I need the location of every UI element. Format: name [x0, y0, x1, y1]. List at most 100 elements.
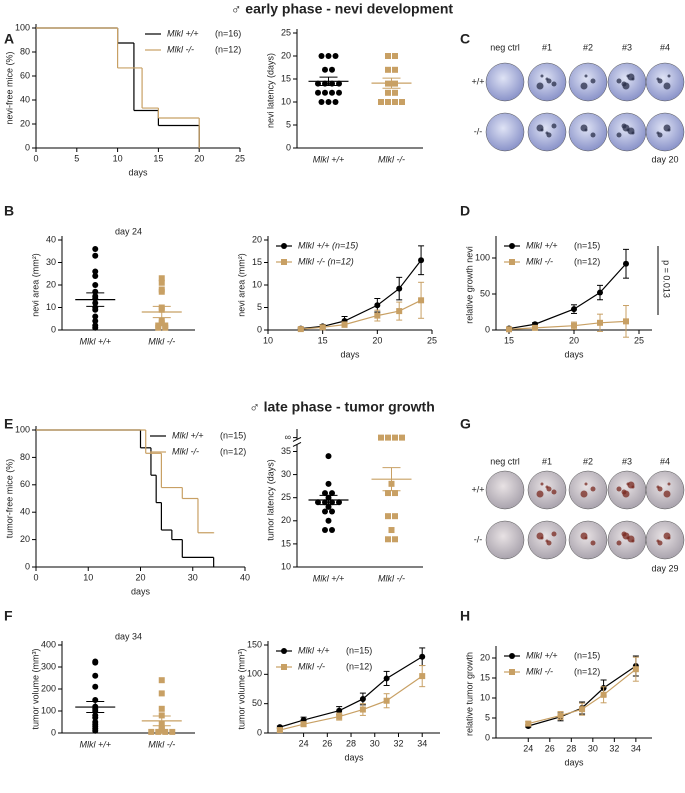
x-tick-label: 15: [318, 335, 328, 345]
photo-spot: [667, 74, 671, 78]
legend-n: (n=15): [574, 240, 600, 250]
y-tick-label: 400: [41, 639, 56, 649]
marker: [92, 268, 99, 275]
legend-label: Mlkl +/+: [172, 430, 204, 440]
y-axis-label: nevi area (mm²): [30, 253, 40, 317]
marker: [385, 99, 391, 105]
marker: [385, 53, 391, 59]
legend-label: Mlkl +/+: [298, 645, 330, 655]
legend-n: (n=12): [220, 446, 246, 456]
y-tick-label: ∞: [285, 432, 291, 442]
section-heading: ♂ late phase - tumor growth: [249, 399, 435, 415]
y-tick-label: 300: [41, 661, 56, 671]
y-tick-label: 50: [252, 698, 262, 708]
marker: [623, 318, 629, 325]
marker: [318, 99, 325, 105]
legend-n: (n=15): [574, 650, 600, 660]
marker: [92, 282, 99, 288]
panel-letter: B: [4, 203, 14, 219]
marker: [322, 508, 328, 515]
y-axis-label: nevi latency (days): [265, 53, 275, 128]
marker: [329, 490, 335, 497]
marker: [315, 499, 321, 506]
y-tick-label: 15: [281, 538, 291, 548]
photo-spot: [616, 78, 622, 84]
photo: [485, 112, 525, 152]
y-tick-label: 0: [485, 732, 490, 742]
photo-spot: [656, 485, 660, 489]
marker: [325, 99, 332, 105]
photo-spot: [621, 123, 627, 129]
photo-spot: [656, 539, 660, 543]
y-tick-label: 20: [281, 50, 291, 60]
panel-letter: D: [460, 203, 470, 219]
marker: [509, 243, 515, 249]
y-axis-label: tumor latency (days): [265, 459, 275, 541]
photo: [645, 470, 685, 510]
y-tick-label: 35: [281, 446, 291, 456]
panel-letter: A: [4, 31, 14, 47]
y-axis-label: relative tumor growth: [464, 652, 474, 736]
photo-column-label: #1: [542, 456, 552, 466]
photo-spot: [621, 489, 627, 495]
section-heading: ♂ early phase - nevi development: [231, 1, 453, 17]
marker: [281, 648, 287, 654]
photo-spot: [663, 532, 671, 540]
marker: [383, 675, 390, 682]
y-tick-label: 10: [46, 302, 56, 312]
marker: [319, 324, 326, 331]
photo-spot: [536, 82, 544, 90]
marker: [281, 664, 287, 670]
x-tick-label: 5: [74, 153, 79, 163]
marker: [388, 527, 395, 534]
y-tick-label: 0: [257, 727, 262, 737]
marker: [329, 89, 335, 96]
y-tick-label: 0: [25, 142, 30, 152]
photo-spot: [627, 73, 635, 81]
marker: [378, 434, 384, 441]
marker: [92, 659, 99, 666]
y-tick-label: 20: [46, 279, 56, 289]
marker: [281, 243, 287, 249]
marker: [418, 297, 425, 304]
y-tick-label: 150: [247, 639, 262, 649]
marker: [392, 99, 398, 105]
photo-spot: [540, 482, 544, 486]
photo-spot: [551, 489, 557, 495]
marker: [392, 53, 398, 59]
photo-spot: [616, 540, 622, 546]
marker: [318, 53, 325, 59]
marker: [158, 727, 165, 734]
legend-label: Mlkl -/-: [298, 661, 325, 671]
x-tick-label: 30: [188, 572, 198, 582]
marker: [392, 513, 398, 520]
panel-letter: F: [4, 608, 13, 624]
x-tick-label: 15: [504, 335, 514, 345]
y-axis-label: nevi-free mice (%): [4, 51, 14, 124]
series-line: [300, 299, 422, 330]
axis-break-mark: [292, 442, 302, 447]
chart-title: day 24: [115, 226, 142, 236]
series-line: [508, 263, 627, 330]
x-tick-label: 40: [240, 572, 250, 582]
y-tick-label: 25: [281, 27, 291, 37]
photo-column-label: #4: [660, 456, 670, 466]
marker: [325, 503, 332, 510]
marker: [509, 669, 515, 675]
marker: [336, 707, 343, 714]
photo-spot: [545, 485, 549, 489]
y-tick-label: 10: [252, 279, 262, 289]
x-tick-label: 25: [427, 335, 437, 345]
marker: [632, 666, 639, 673]
y-tick-label: 10: [281, 96, 291, 106]
marker: [158, 677, 165, 684]
marker: [158, 275, 165, 282]
y-tick-label: 20: [281, 515, 291, 525]
photo-spot: [536, 490, 544, 498]
photo-spot: [545, 131, 549, 135]
photo-spot: [656, 131, 660, 135]
series-line: [279, 656, 423, 728]
y-tick-label: 5: [485, 712, 490, 722]
marker: [392, 66, 398, 73]
legend-n: (n=12): [346, 661, 372, 671]
